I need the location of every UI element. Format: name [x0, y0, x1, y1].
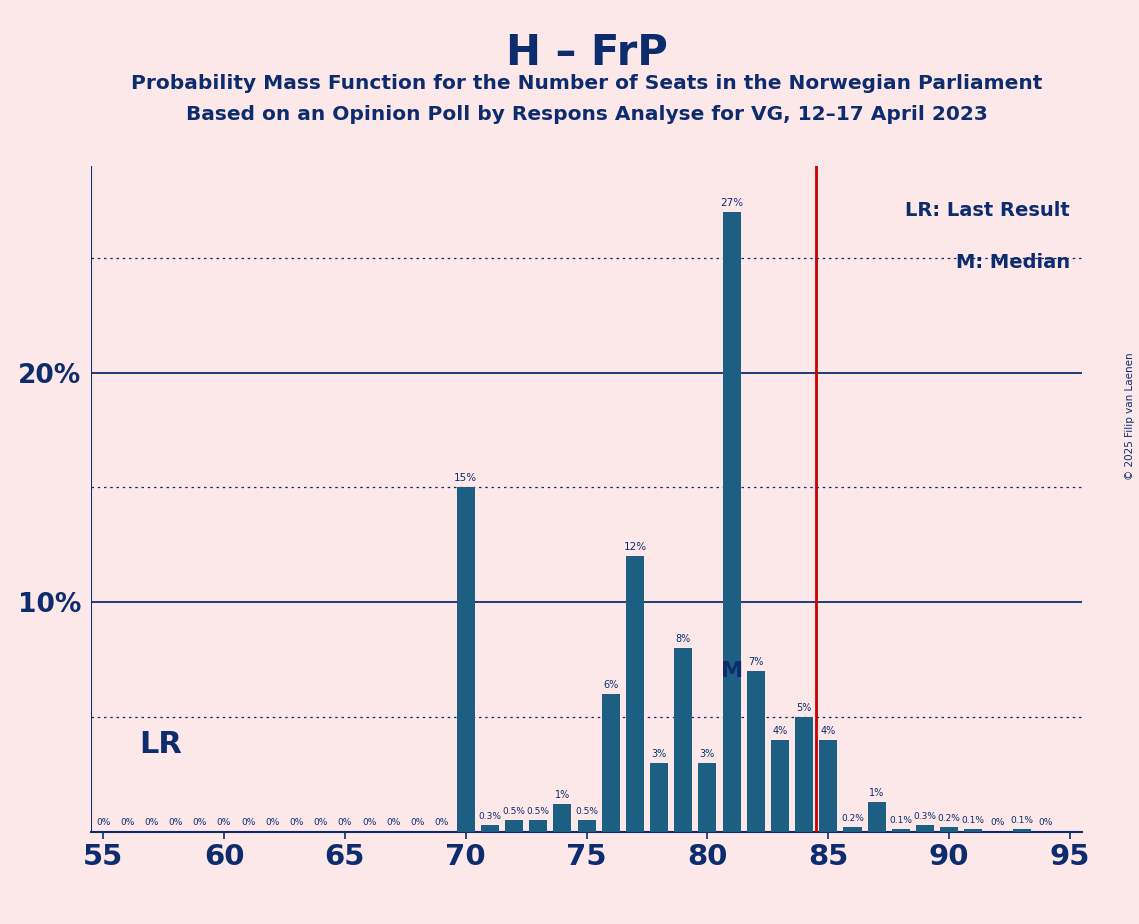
- Text: 0%: 0%: [434, 819, 449, 828]
- Text: 27%: 27%: [720, 198, 743, 208]
- Text: 0.1%: 0.1%: [890, 816, 912, 825]
- Text: 0%: 0%: [145, 819, 158, 828]
- Text: M: Median: M: Median: [956, 253, 1070, 273]
- Bar: [577, 821, 596, 832]
- Bar: [554, 804, 572, 832]
- Text: 0%: 0%: [386, 819, 401, 828]
- Text: 1%: 1%: [555, 790, 570, 800]
- Text: 0%: 0%: [216, 819, 231, 828]
- Bar: [625, 556, 644, 832]
- Bar: [1013, 830, 1031, 832]
- Text: 0.3%: 0.3%: [478, 811, 501, 821]
- Bar: [698, 763, 716, 832]
- Text: 0%: 0%: [990, 819, 1005, 828]
- Bar: [747, 671, 764, 832]
- Text: 0.2%: 0.2%: [937, 814, 960, 823]
- Text: 3%: 3%: [652, 748, 666, 759]
- Bar: [819, 740, 837, 832]
- Text: 12%: 12%: [623, 542, 647, 553]
- Text: 0%: 0%: [289, 819, 304, 828]
- Text: 3%: 3%: [699, 748, 715, 759]
- Bar: [892, 830, 910, 832]
- Bar: [481, 825, 499, 832]
- Text: 0%: 0%: [410, 819, 425, 828]
- Bar: [601, 694, 620, 832]
- Text: LR: Last Result: LR: Last Result: [906, 201, 1070, 220]
- Text: 8%: 8%: [675, 634, 691, 644]
- Bar: [916, 825, 934, 832]
- Text: 0%: 0%: [337, 819, 352, 828]
- Text: 0.3%: 0.3%: [913, 811, 936, 821]
- Text: 0%: 0%: [265, 819, 279, 828]
- Text: 0%: 0%: [362, 819, 376, 828]
- Bar: [505, 821, 523, 832]
- Text: H – FrP: H – FrP: [506, 32, 667, 74]
- Text: 0%: 0%: [313, 819, 328, 828]
- Bar: [771, 740, 789, 832]
- Bar: [965, 830, 982, 832]
- Text: © 2025 Filip van Laenen: © 2025 Filip van Laenen: [1125, 352, 1134, 480]
- Bar: [530, 821, 548, 832]
- Text: 0%: 0%: [121, 819, 134, 828]
- Text: LR: LR: [139, 730, 182, 759]
- Text: 0.1%: 0.1%: [961, 816, 985, 825]
- Text: 0.1%: 0.1%: [1010, 816, 1033, 825]
- Bar: [674, 648, 693, 832]
- Text: 0%: 0%: [1039, 819, 1052, 828]
- Bar: [457, 488, 475, 832]
- Bar: [868, 802, 886, 832]
- Bar: [722, 213, 740, 832]
- Bar: [650, 763, 669, 832]
- Text: Based on an Opinion Poll by Respons Analyse for VG, 12–17 April 2023: Based on an Opinion Poll by Respons Anal…: [186, 105, 988, 125]
- Text: 0.5%: 0.5%: [575, 807, 598, 816]
- Text: 5%: 5%: [796, 703, 812, 712]
- Text: 0%: 0%: [169, 819, 183, 828]
- Text: Probability Mass Function for the Number of Seats in the Norwegian Parliament: Probability Mass Function for the Number…: [131, 74, 1042, 93]
- Text: 4%: 4%: [772, 725, 787, 736]
- Text: 15%: 15%: [454, 473, 477, 483]
- Bar: [940, 827, 958, 832]
- Text: 0%: 0%: [241, 819, 255, 828]
- Text: 0.5%: 0.5%: [502, 807, 525, 816]
- Text: 4%: 4%: [821, 725, 836, 736]
- Text: 0.5%: 0.5%: [526, 807, 550, 816]
- Text: 0.2%: 0.2%: [841, 814, 863, 823]
- Text: 7%: 7%: [748, 657, 763, 667]
- Text: 0%: 0%: [192, 819, 207, 828]
- Bar: [795, 717, 813, 832]
- Text: 0%: 0%: [96, 819, 110, 828]
- Text: 6%: 6%: [604, 680, 618, 690]
- Text: M: M: [721, 661, 743, 681]
- Bar: [843, 827, 861, 832]
- Text: 1%: 1%: [869, 787, 884, 797]
